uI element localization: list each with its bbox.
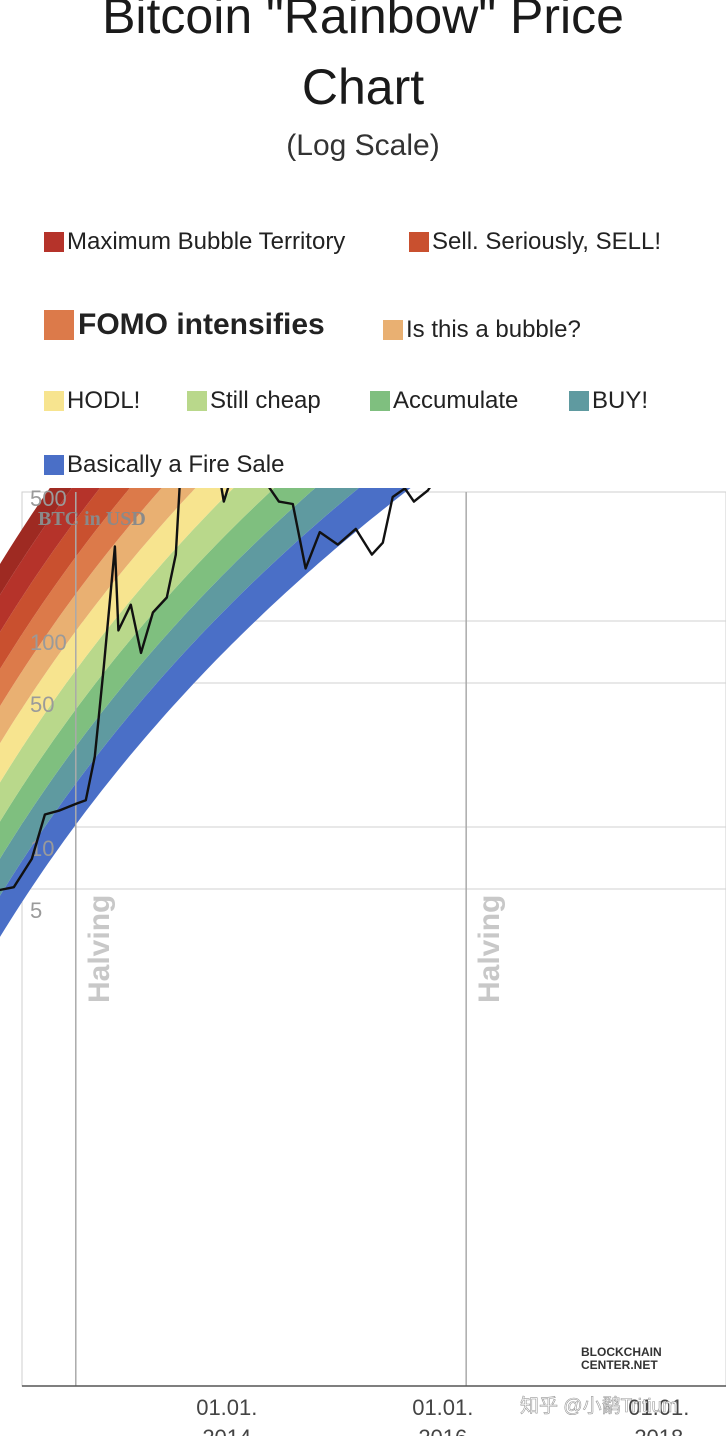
- price-line: [0, 488, 431, 892]
- legend-item-fire-sale: Basically a Fire Sale: [44, 451, 284, 479]
- legend-label: HODL!: [67, 387, 141, 414]
- legend-item-accumulate: Accumulate: [370, 387, 518, 415]
- legend-swatch: [44, 232, 64, 252]
- legend-label: Maximum Bubble Territory: [67, 228, 346, 255]
- logo-line-2: CENTER.NET: [581, 1358, 658, 1372]
- legend-swatch: [383, 320, 403, 340]
- halving-label: Halving: [473, 895, 506, 1003]
- legend-swatch: [370, 391, 390, 411]
- chart-title-line-1: Bitcoin "Rainbow" Price: [102, 0, 624, 44]
- legend-label: BUY!: [592, 387, 649, 414]
- x-tick-label-line2: 2014: [202, 1425, 251, 1436]
- zhihu-watermark: 知乎 @小鹬Tritium: [520, 1395, 678, 1417]
- y-tick-label: 50: [30, 692, 54, 717]
- legend-item-buy: BUY!: [569, 387, 648, 415]
- x-axis-tick-labels: 01.01.201401.01.201601.01.201801.01.2020…: [196, 1395, 689, 1436]
- x-tick-label-line2: 2016: [418, 1425, 467, 1436]
- legend-item-still-cheap: Still cheap: [187, 387, 321, 415]
- y-axis-title: BTC in USD: [38, 508, 146, 530]
- y-tick-label: 100: [30, 630, 67, 655]
- legend-swatch: [187, 391, 207, 411]
- y-tick-label: 500: [30, 488, 67, 511]
- legend-label: FOMO intensifies: [78, 308, 325, 341]
- legend-item-fomo-intensifies: FOMO intensifies: [44, 308, 325, 342]
- halving-markers: Halving Halving: [75, 492, 506, 1386]
- legend-swatch: [44, 391, 64, 411]
- blockchaincenter-logo: BLOCKCHAIN CENTER.NET: [581, 1345, 662, 1372]
- legend-label: Sell. Seriously, SELL!: [432, 228, 661, 255]
- legend-label: Accumulate: [393, 387, 519, 414]
- chart-title-line-2: Chart: [301, 59, 425, 115]
- x-tick-label-line1: 01.01.: [628, 1395, 689, 1420]
- legend-label: Basically a Fire Sale: [67, 451, 285, 478]
- legend-swatch: [44, 455, 64, 475]
- legend-label: Still cheap: [210, 387, 321, 414]
- legend-item-maximum-bubble-territory: Maximum Bubble Territory: [44, 228, 345, 256]
- legend-item-hodl: HODL!: [44, 387, 140, 415]
- x-tick-label-line1: 01.01.: [412, 1395, 473, 1420]
- rainbow-band: [0, 488, 72, 595]
- legend-item-is-this-a-bubble: Is this a bubble?: [383, 316, 581, 344]
- legend-item-sell-seriously: Sell. Seriously, SELL!: [409, 228, 661, 256]
- chart-subtitle: (Log Scale): [286, 129, 440, 162]
- legend-swatch: [409, 232, 429, 252]
- rainbow-bands: [0, 488, 411, 937]
- x-tick-label-line2: 2018: [634, 1425, 683, 1436]
- legend-label: Is this a bubble?: [406, 316, 581, 343]
- x-tick-label-line1: 01.01.: [196, 1395, 257, 1420]
- y-tick-label: 5: [30, 898, 42, 923]
- logo-line-1: BLOCKCHAIN: [581, 1345, 662, 1359]
- legend-swatch: [44, 310, 74, 340]
- halving-label: Halving: [83, 895, 116, 1003]
- legend-swatch: [569, 391, 589, 411]
